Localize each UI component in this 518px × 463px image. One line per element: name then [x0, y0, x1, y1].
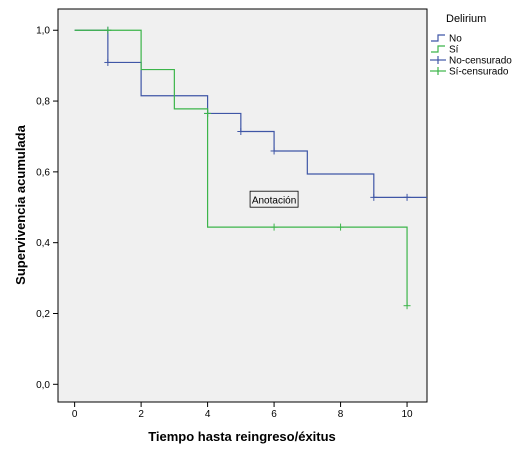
annotation-text: Anotación — [252, 196, 296, 207]
legend-title: Delirium — [446, 13, 486, 25]
legend-swatch — [431, 45, 445, 53]
y-tick-label: 1,0 — [36, 26, 50, 37]
x-axis-title: Tiempo hasta reingreso/éxitus — [148, 429, 336, 444]
y-tick-label: 0,2 — [36, 309, 50, 320]
x-tick-label: 6 — [271, 409, 277, 420]
series-layer — [74, 26, 427, 310]
censor-mark-si — [270, 223, 278, 231]
plot-area — [57, 8, 428, 403]
censor-mark-no — [237, 128, 245, 136]
legend-label: No — [449, 34, 462, 45]
x-tick-label: 10 — [401, 409, 413, 420]
y-tick-label: 0,0 — [36, 380, 50, 391]
y-tick-label: 0,6 — [36, 167, 50, 178]
y-axis: 0,0 0,2 0,4 0,6 0,8 1,0 — [36, 26, 58, 391]
censor-mark-si — [337, 223, 345, 231]
y-tick-label: 0,4 — [36, 238, 50, 249]
annotation: Anotación — [249, 190, 299, 208]
censor-mark-no — [104, 58, 112, 66]
x-axis: 0 2 4 6 8 10 — [72, 402, 413, 420]
legend-item: No-censurado — [430, 56, 512, 67]
censor-mark-si — [204, 109, 212, 117]
legend-item: Sí — [431, 45, 459, 56]
legend-item: No — [431, 34, 462, 45]
series-line-no — [74, 29, 427, 198]
censor-mark-no — [403, 193, 411, 201]
censor-mark-si — [403, 302, 411, 310]
y-axis-title: Supervivencia acumulada — [13, 124, 28, 284]
x-tick-label: 2 — [138, 409, 144, 420]
legend-label: Sí — [449, 45, 459, 56]
y-tick-label: 0,8 — [36, 97, 50, 108]
censor-mark-si — [104, 26, 112, 34]
legend-label: No-censurado — [449, 56, 512, 67]
annotation-box — [249, 190, 299, 208]
legend-swatch — [431, 34, 445, 42]
legend-label: Sí-censurado — [449, 67, 509, 78]
x-tick-label: 8 — [338, 409, 344, 420]
legend-item: Sí-censurado — [430, 67, 509, 78]
censor-mark-no — [270, 147, 278, 155]
x-tick-label: 0 — [72, 409, 78, 420]
x-tick-label: 4 — [205, 409, 211, 420]
censor-mark-no — [370, 193, 378, 201]
